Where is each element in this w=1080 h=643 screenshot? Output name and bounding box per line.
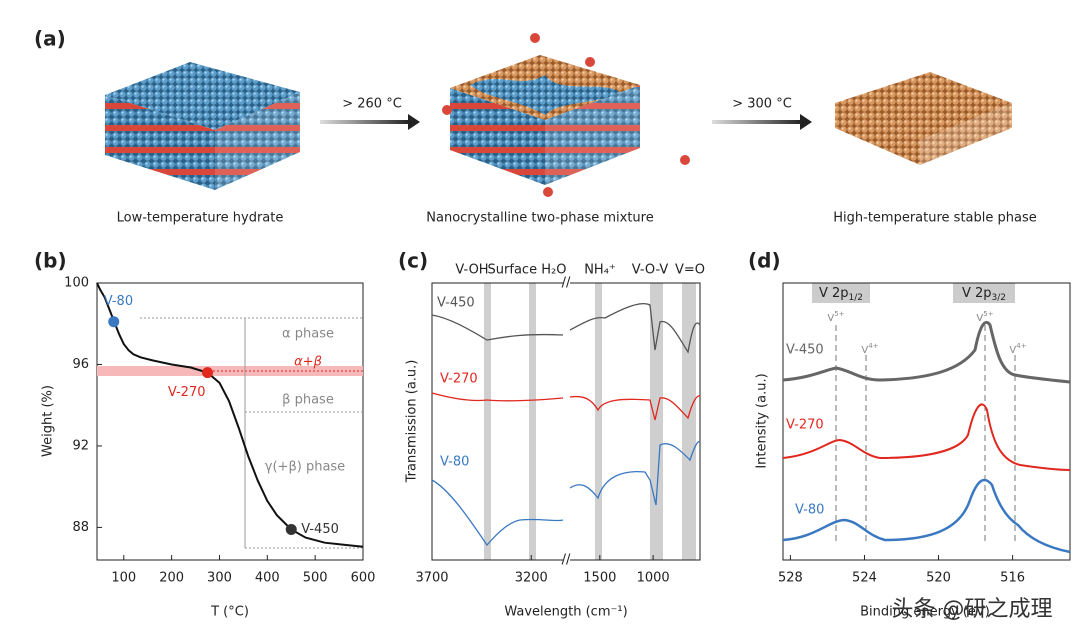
- state-label: V4+: [861, 342, 878, 356]
- spectrum: [431, 440, 701, 547]
- caption: Low-temperature hydrate: [117, 211, 284, 226]
- panel-label: (d): [748, 249, 781, 273]
- arrow-label: > 300 °C: [732, 97, 792, 112]
- panel-label: (a): [34, 27, 66, 51]
- band-label: V-OH: [455, 263, 488, 278]
- spectrum: [782, 478, 1071, 554]
- sample-point: [285, 523, 297, 535]
- band-label: Surface H₂O: [488, 263, 567, 278]
- phase-label: γ(+β) phase: [265, 460, 345, 475]
- phase-lines: [140, 317, 363, 549]
- y-axis-label: Intensity (a.u.): [755, 373, 770, 468]
- sample-point: [108, 316, 120, 328]
- x-tick-label: 600: [351, 571, 376, 586]
- y-axis-label: Transmission (a.u.): [405, 360, 420, 484]
- band-label: V=O: [675, 263, 705, 278]
- plot-frame: [782, 282, 1071, 561]
- x-axis-label: Binding energy (eV): [860, 605, 990, 620]
- series-label: V-450: [786, 343, 824, 358]
- x-tick-label: 516: [1000, 571, 1025, 586]
- x-tick-label: 1500: [583, 571, 616, 586]
- spectrum: [431, 392, 701, 421]
- panel-label: (c): [398, 249, 428, 273]
- phase-label: α phase: [282, 327, 334, 342]
- peak-label: V 2p1/2: [819, 286, 863, 303]
- series-label: V-270: [786, 418, 824, 433]
- x-tick-label: 500: [303, 571, 328, 586]
- sample-point: [202, 367, 214, 379]
- series-label: V-80: [795, 503, 824, 518]
- x-tick-label: 520: [926, 571, 951, 586]
- panel-label: (b): [34, 249, 67, 273]
- x-tick-label: 100: [111, 571, 136, 586]
- peak-label: V 2p3/2: [962, 286, 1006, 303]
- x-tick-label: 3700: [415, 571, 448, 586]
- peak-box: [812, 283, 870, 303]
- x-tick-label: 524: [852, 571, 877, 586]
- spectrum: [431, 303, 701, 354]
- x-tick-label: 200: [159, 571, 184, 586]
- phase-label: α+β: [294, 355, 322, 370]
- slab-stable: [835, 72, 1012, 165]
- state-label: V4+: [1009, 342, 1026, 356]
- sample-label: V-450: [301, 522, 339, 537]
- caption: Nanocrystalline two-phase mixture: [426, 211, 653, 226]
- x-axis-label: Wavelength (cm⁻¹): [504, 605, 627, 620]
- x-tick-label: 3200: [515, 571, 548, 586]
- spectrum: [782, 320, 1071, 384]
- x-tick-label: 400: [255, 571, 280, 586]
- break-mark: //: [562, 553, 571, 568]
- caption: High-temperature stable phase: [833, 211, 1036, 226]
- peak-box: [953, 283, 1015, 303]
- x-tick-label: 300: [207, 571, 232, 586]
- spectrum: [782, 403, 1071, 471]
- watermark: 头条 @研之成理: [892, 597, 1053, 622]
- peak-lines: [835, 325, 1016, 545]
- arrow: [320, 114, 420, 130]
- arrow-label: > 260 °C: [342, 97, 402, 112]
- series-label: V-450: [437, 296, 475, 311]
- state-label: V5+: [827, 310, 844, 324]
- phase-label: β phase: [282, 393, 334, 408]
- series-label: V-80: [440, 455, 469, 470]
- plot-frame: [96, 282, 364, 561]
- y-tick-label: 100: [64, 276, 89, 291]
- y-tick-label: 88: [72, 520, 89, 535]
- y-tick-label: 92: [72, 438, 89, 453]
- x-tick-label: 528: [778, 571, 803, 586]
- slab-hydrate: [105, 62, 300, 190]
- break-mark: //: [562, 276, 571, 291]
- band-label: NH₄⁺: [584, 263, 616, 278]
- weight-curve: [96, 282, 364, 548]
- sample-label: V-270: [168, 385, 206, 400]
- x-tick-label: 1000: [637, 571, 670, 586]
- series-label: V-270: [440, 372, 478, 387]
- x-axis-label: T (°C): [210, 605, 249, 620]
- axis-break: [563, 276, 570, 566]
- bands: [484, 283, 696, 560]
- band-label: V-O-V: [632, 263, 669, 278]
- sample-label: V-80: [104, 294, 133, 309]
- y-tick-label: 96: [72, 357, 89, 372]
- arrow: [712, 114, 812, 130]
- slab-mixture: [442, 33, 690, 197]
- y-axis-label: Weight (%): [41, 385, 56, 457]
- state-label: V5+: [976, 310, 993, 324]
